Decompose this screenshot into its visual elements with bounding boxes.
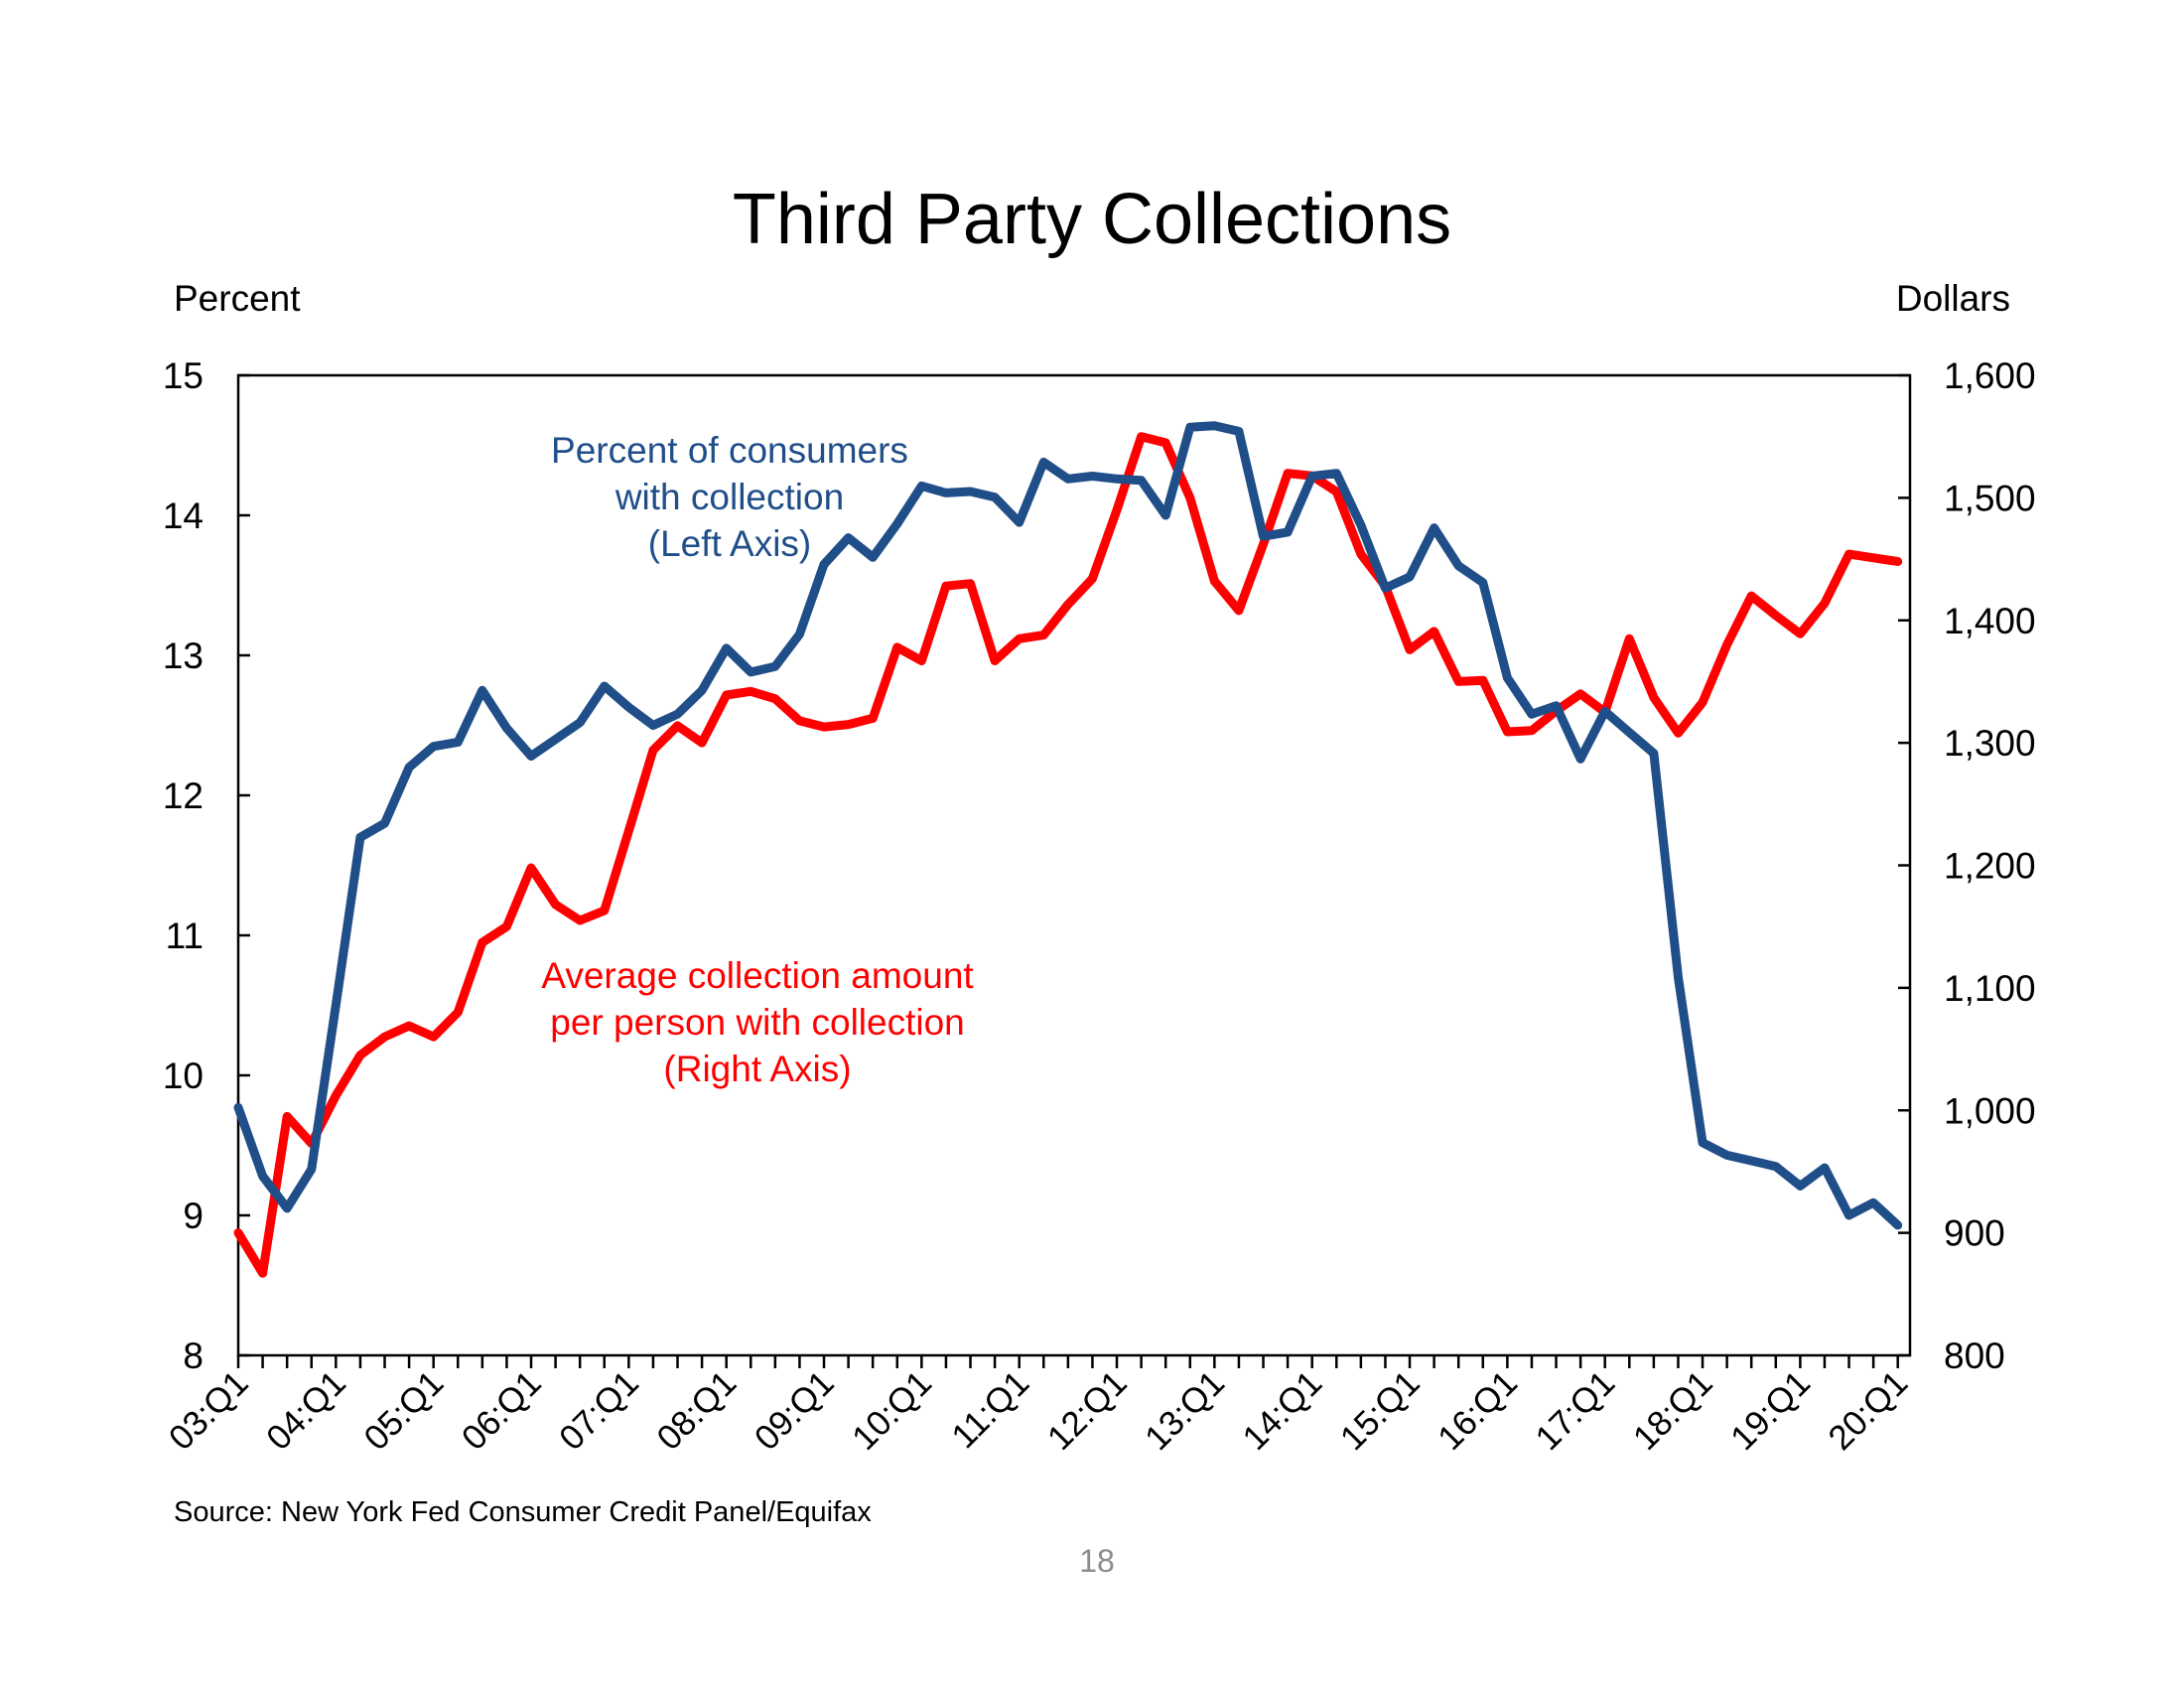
plot-area — [236, 373, 1912, 1357]
right-tick-label: 1,300 — [1944, 723, 2036, 764]
right-tick-label: 1,000 — [1944, 1090, 2036, 1131]
x-tick-label: 04:Q1 — [259, 1363, 353, 1458]
right-tick-label: 1,600 — [1944, 355, 2036, 396]
x-tick-label: 14:Q1 — [1235, 1363, 1329, 1458]
x-tick-label: 20:Q1 — [1821, 1363, 1915, 1458]
source-note: Source: New York Fed Consumer Credit Pan… — [174, 1496, 872, 1528]
label-amount-line: per person with collection — [550, 1002, 965, 1043]
series-line-amount — [233, 432, 1903, 1278]
x-tick-label: 07:Q1 — [552, 1363, 646, 1458]
right-tick-label: 1,500 — [1944, 478, 2036, 518]
right-tick-label: 1,100 — [1944, 968, 2036, 1009]
series-layer — [233, 421, 1903, 1278]
x-tick-label: 18:Q1 — [1626, 1363, 1720, 1458]
label-percent-line: with collection — [614, 477, 844, 517]
right-axis: 1,600 1,500 1,400 1,300 1,200 1,100 1,000 900 80… — [1898, 355, 2036, 1376]
left-tick-label: 11 — [166, 915, 204, 956]
left-tick-label: 14 — [163, 495, 204, 536]
x-tick-label: 05:Q1 — [356, 1363, 451, 1458]
chart-title: Third Party Collections — [733, 180, 1451, 259]
x-tick-label: 19:Q1 — [1723, 1363, 1818, 1458]
x-tick-label: 15:Q1 — [1333, 1363, 1428, 1458]
x-tick-label: 06:Q1 — [455, 1363, 549, 1458]
x-tick-label: 11:Q1 — [944, 1363, 1036, 1456]
label-amount-line: Average collection amount — [541, 955, 974, 996]
left-tick-label: 8 — [183, 1336, 204, 1376]
x-tick-label: 03:Q1 — [162, 1363, 256, 1458]
x-tick-label: 13:Q1 — [1138, 1363, 1232, 1458]
left-axis: 15 14 13 12 11 10 9 8 — [163, 355, 250, 1376]
page-number: 18 — [1079, 1543, 1115, 1579]
right-axis-title: Dollars — [1896, 278, 2010, 319]
label-percent-line: (Left Axis) — [648, 523, 812, 564]
x-tick-label: 17:Q1 — [1528, 1363, 1622, 1458]
x-tick-label: 10:Q1 — [845, 1363, 939, 1458]
left-tick-label: 10 — [163, 1055, 204, 1096]
series-line-percent — [233, 421, 1903, 1230]
right-tick-label: 800 — [1944, 1336, 2005, 1376]
right-tick-label: 900 — [1944, 1213, 2005, 1254]
left-tick-label: 12 — [163, 775, 204, 816]
x-tick-label: 08:Q1 — [649, 1363, 744, 1458]
right-tick-label: 1,200 — [1944, 846, 2036, 887]
x-tick-label: 16:Q1 — [1431, 1363, 1525, 1458]
label-percent-line: Percent of consumers — [551, 430, 908, 471]
x-tick-label: 12:Q1 — [1040, 1363, 1135, 1458]
x-tick-label: 09:Q1 — [748, 1363, 842, 1458]
right-tick-label: 1,400 — [1944, 601, 2036, 641]
left-tick-label: 9 — [183, 1196, 204, 1236]
left-axis-title: Percent — [174, 278, 301, 319]
series-labels: Percent of consumers with collection (Left… — [541, 430, 974, 1089]
left-tick-label: 13 — [163, 635, 204, 676]
label-amount-line: (Right Axis) — [663, 1049, 851, 1089]
left-tick-label: 15 — [163, 355, 204, 396]
x-axis: 03:Q1 04:Q1 05:Q1 06:Q1 07:Q1 08:Q1 09:Q1 10:Q1… — [162, 1355, 1915, 1458]
